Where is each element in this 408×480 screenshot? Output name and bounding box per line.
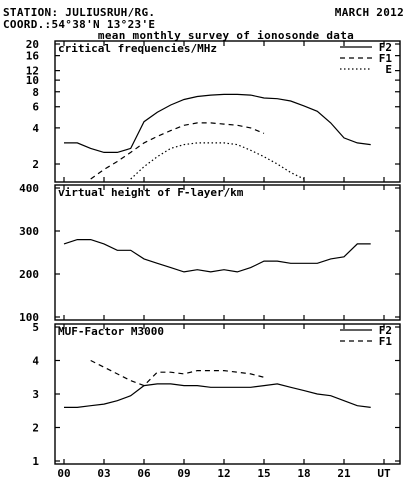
y-tick-label: 1 [32, 455, 39, 468]
legend-label: F1 [379, 52, 393, 65]
legend-label: F2 [379, 41, 392, 54]
y-tick-label: 4 [32, 355, 39, 368]
x-axis: 00 03 06 09 12 15 18 21 UT [57, 467, 391, 480]
x-tick-label: 06 [137, 467, 151, 480]
series-line-e [130, 142, 305, 180]
legend-label: F2 [379, 324, 392, 337]
legend-label: F1 [379, 335, 393, 348]
series-line-f1 [90, 359, 265, 387]
y-tick-label: 2 [32, 422, 39, 435]
y-tick-label: 5 [32, 321, 39, 334]
y-tick-label: 300 [19, 225, 39, 238]
y-tick-label: 400 [19, 182, 39, 195]
panel-title: MUF-Factor M3000 [58, 325, 164, 338]
series-line-f2 [64, 383, 371, 408]
x-tick-label: 03 [97, 467, 110, 480]
series-line-main [63, 239, 371, 273]
subtitle-label: mean monthly survey of ionosonde data [98, 29, 354, 42]
panel-frame [54, 184, 401, 321]
series-line-f1 [90, 122, 265, 180]
x-tick-label: 09 [177, 467, 190, 480]
panel-frame [54, 323, 401, 465]
panel-frame [54, 40, 401, 183]
date-label: MARCH 2012 [335, 6, 404, 19]
panel-title: virtual height of F-layer/km [58, 186, 244, 199]
series-line-f2 [64, 93, 371, 153]
legend-label: E [385, 63, 392, 76]
y-tick-label: 3 [32, 388, 39, 401]
y-tick-label: 4 [32, 122, 39, 135]
x-tick-label: 18 [297, 467, 310, 480]
station-label: STATION: JULIUSRUH/RG. [3, 6, 155, 19]
x-tick-label: 12 [217, 467, 230, 480]
x-tick-label: 21 [337, 467, 351, 480]
y-tick-label: 100 [19, 311, 39, 324]
panel-title: critical frequencies/MHz [58, 42, 217, 55]
y-tick-label: 6 [32, 101, 39, 114]
y-tick-label: 8 [32, 86, 39, 99]
y-tick-label: 20 [26, 38, 39, 51]
y-tick-label: 200 [19, 268, 39, 281]
y-tick-label: 2 [32, 158, 39, 171]
coord-label: COORD.:54°38'N 13°23'E [3, 18, 155, 31]
x-tick-label: 00 [57, 467, 70, 480]
y-tick-label: 12 [26, 65, 39, 78]
y-tick-label: 16 [26, 50, 40, 63]
x-tick-label: UT [377, 467, 391, 480]
x-tick-label: 15 [257, 467, 270, 480]
panel-2: 100 200 300 400 virtual height of F-layer/km [19, 182, 401, 324]
y-tick-label: 10 [26, 74, 39, 87]
